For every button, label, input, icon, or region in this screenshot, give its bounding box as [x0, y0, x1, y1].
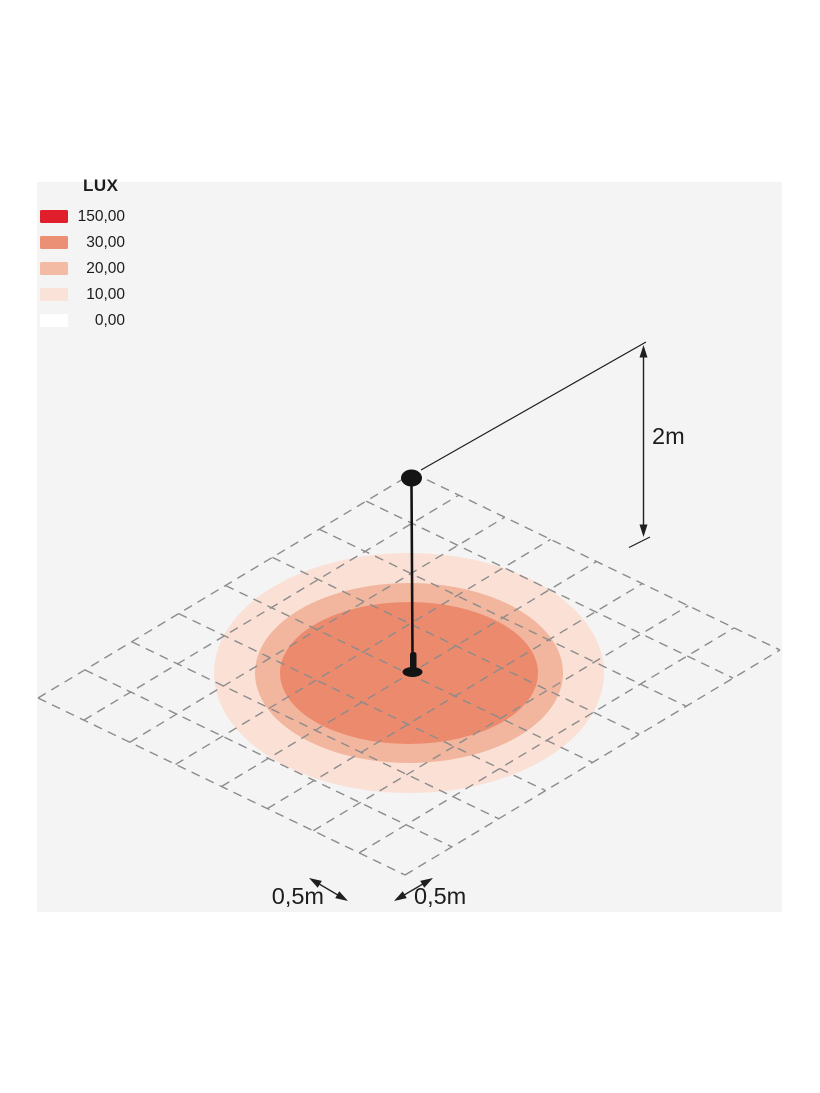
grid-line — [175, 538, 551, 765]
grid-line — [178, 612, 546, 792]
legend-row: 10,00 — [40, 286, 160, 303]
grid-line — [312, 605, 689, 832]
legend-value: 0,00 — [94, 312, 125, 329]
cell-dimension-label-left: 0,5m — [271, 883, 324, 909]
grid-line — [272, 556, 640, 736]
cell-dimension-arrow-right-arrowhead — [420, 878, 433, 888]
lamp-base — [402, 667, 423, 677]
legend-row: 30,00 — [40, 234, 160, 251]
cell-dimension-arrow-right-arrowhead — [394, 891, 407, 901]
lamp-bulb — [410, 652, 417, 669]
grid-line — [131, 641, 500, 820]
lux-legend: LUX 150,00 30,00 20,00 10,00 0,00 — [40, 176, 160, 340]
grid-line — [84, 669, 453, 848]
pointer-line — [420, 341, 647, 471]
height-dimension-arrow-arrowhead — [639, 524, 648, 537]
height-dimension-label: 2m — [652, 423, 685, 449]
height-dimension-arrow-arrowhead — [639, 345, 648, 358]
legend-row: 20,00 — [40, 260, 160, 277]
cell-dimension-arrow-left — [316, 881, 341, 898]
legend-value: 30,00 — [86, 234, 125, 251]
legend-swatch-0-icon — [40, 314, 68, 327]
cell-dimension-label-right: 0,5m — [414, 883, 467, 909]
legend-row: 0,00 — [40, 312, 160, 329]
grid-line — [412, 472, 781, 651]
cell-dimension-arrow-left-arrowhead — [335, 891, 348, 901]
legend-value: 20,00 — [86, 260, 125, 277]
grid-line — [37, 697, 406, 876]
grid-line — [318, 528, 687, 707]
legend-title: LUX — [83, 176, 119, 195]
lamp-ceiling-mount — [401, 469, 422, 487]
legend-swatch-20-icon — [40, 262, 68, 275]
legend-swatch-10-icon — [40, 288, 68, 301]
legend-row: 150,00 — [40, 208, 160, 225]
legend-swatch-30-icon — [40, 236, 68, 249]
legend-swatch-150-icon — [40, 210, 68, 223]
grid-line — [365, 500, 734, 679]
legend-value: 150,00 — [77, 208, 125, 225]
cell-dimension-arrow-left-arrowhead — [309, 878, 322, 888]
legend-value: 10,00 — [86, 286, 125, 303]
floor-tick-line — [628, 536, 651, 549]
cell-dimension-arrow-right — [401, 881, 426, 898]
lamp-cord — [410, 483, 414, 656]
